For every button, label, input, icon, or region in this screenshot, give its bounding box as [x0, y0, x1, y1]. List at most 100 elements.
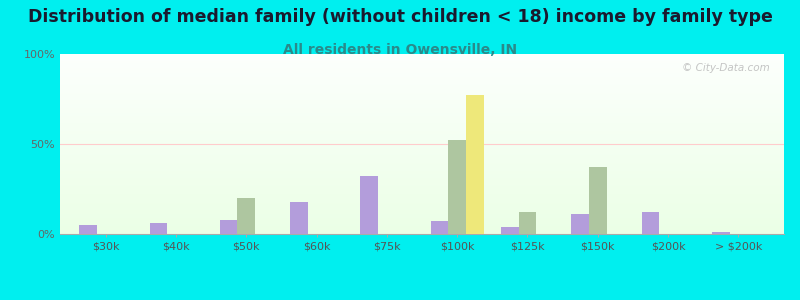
- Bar: [60, 114, 784, 115]
- Bar: [60, 62, 784, 63]
- Bar: [712, 232, 730, 234]
- Bar: [60, 71, 784, 72]
- Bar: [60, 133, 784, 134]
- Text: Distribution of median family (without children < 18) income by family type: Distribution of median family (without c…: [27, 8, 773, 26]
- Bar: [60, 76, 784, 77]
- Bar: [60, 107, 784, 108]
- Bar: [60, 122, 784, 123]
- Bar: [60, 198, 784, 199]
- Bar: [60, 185, 784, 186]
- Bar: [60, 116, 784, 117]
- Bar: [60, 59, 784, 60]
- Bar: [60, 121, 784, 122]
- Bar: [60, 196, 784, 197]
- Bar: [60, 81, 784, 82]
- Bar: [60, 210, 784, 211]
- Bar: [60, 131, 784, 132]
- Bar: [60, 180, 784, 181]
- Bar: [60, 83, 784, 84]
- Bar: [60, 147, 784, 148]
- Bar: [60, 149, 784, 150]
- Bar: [571, 214, 589, 234]
- Bar: [60, 187, 784, 188]
- Bar: [60, 229, 784, 230]
- Bar: [60, 136, 784, 137]
- Bar: [60, 111, 784, 112]
- Bar: [60, 159, 784, 160]
- Bar: [60, 203, 784, 204]
- Bar: [60, 192, 784, 193]
- Bar: [60, 228, 784, 229]
- Bar: [60, 183, 784, 184]
- Bar: [60, 132, 784, 133]
- Bar: [60, 124, 784, 125]
- Bar: [60, 162, 784, 163]
- Bar: [60, 230, 784, 231]
- Bar: [361, 176, 378, 234]
- Bar: [60, 105, 784, 106]
- Bar: [60, 218, 784, 219]
- Bar: [60, 108, 784, 109]
- Bar: [60, 226, 784, 227]
- Bar: [60, 156, 784, 157]
- Bar: [466, 95, 483, 234]
- Bar: [60, 194, 784, 195]
- Bar: [60, 177, 784, 178]
- Bar: [60, 90, 784, 91]
- Bar: [60, 223, 784, 224]
- Bar: [60, 176, 784, 177]
- Bar: [60, 151, 784, 152]
- Bar: [60, 227, 784, 228]
- Bar: [60, 82, 784, 83]
- Bar: [60, 96, 784, 97]
- Bar: [60, 143, 784, 144]
- Bar: [60, 134, 784, 135]
- Bar: [60, 220, 784, 221]
- Bar: [60, 77, 784, 78]
- Bar: [60, 68, 784, 69]
- Bar: [60, 157, 784, 158]
- Bar: [60, 99, 784, 100]
- Bar: [60, 152, 784, 153]
- Bar: [60, 202, 784, 203]
- Bar: [60, 142, 784, 143]
- Bar: [60, 158, 784, 159]
- Text: All residents in Owensville, IN: All residents in Owensville, IN: [283, 44, 517, 58]
- Bar: [60, 207, 784, 208]
- Bar: [60, 169, 784, 170]
- Bar: [60, 174, 784, 175]
- Bar: [60, 141, 784, 142]
- Bar: [60, 123, 784, 124]
- Bar: [60, 182, 784, 183]
- Bar: [60, 148, 784, 149]
- Bar: [60, 80, 784, 81]
- Bar: [220, 220, 238, 234]
- Bar: [60, 66, 784, 67]
- Bar: [60, 101, 784, 102]
- Bar: [60, 171, 784, 172]
- Bar: [60, 65, 784, 66]
- Bar: [60, 135, 784, 136]
- Bar: [60, 128, 784, 129]
- Bar: [60, 189, 784, 190]
- Bar: [60, 125, 784, 126]
- Bar: [60, 72, 784, 73]
- Bar: [60, 130, 784, 131]
- Bar: [60, 119, 784, 120]
- Bar: [60, 172, 784, 173]
- Bar: [60, 153, 784, 154]
- Bar: [60, 208, 784, 209]
- Bar: [60, 161, 784, 162]
- Bar: [60, 129, 784, 130]
- Bar: [430, 221, 448, 234]
- Bar: [60, 118, 784, 119]
- Bar: [60, 91, 784, 92]
- Bar: [60, 75, 784, 76]
- Bar: [60, 127, 784, 128]
- Bar: [501, 227, 518, 234]
- Bar: [60, 222, 784, 223]
- Bar: [60, 89, 784, 90]
- Bar: [60, 137, 784, 138]
- Bar: [60, 85, 784, 86]
- Bar: [60, 224, 784, 225]
